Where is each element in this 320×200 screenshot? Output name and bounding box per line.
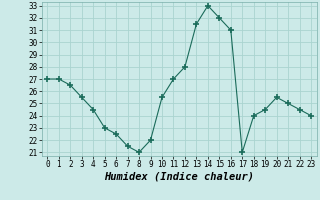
- X-axis label: Humidex (Indice chaleur): Humidex (Indice chaleur): [104, 172, 254, 182]
